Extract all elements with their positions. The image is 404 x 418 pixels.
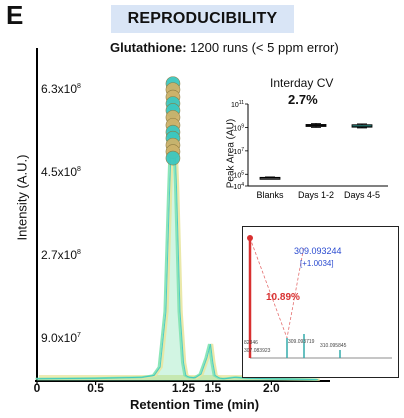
inset-cv-y-tick-exp: 9 [241, 123, 244, 129]
inset-cv-y-tick-exp: 7 [241, 147, 244, 153]
panel-subtitle: Glutathione: 1200 runs (< 5 ppm error) [110, 40, 339, 55]
x-tick-label: 0 [33, 381, 41, 395]
y-axis-label: Intensity (A.U.) [14, 154, 30, 241]
ms-ratio-label: 10.89% [266, 292, 300, 303]
x-tick-label: 2.0 [263, 381, 280, 395]
ms-main-peak-label: 309.093244 [294, 246, 342, 256]
y-tick-label: 4.5x108 [41, 164, 81, 179]
apex-marker [165, 150, 181, 166]
inset-cv-category-label: Days 1-2 [298, 190, 334, 200]
inset-cv-y-axis-label: Peak Area (AU) [225, 118, 237, 189]
ms-main-peak-shift: [+1.0034] [300, 259, 334, 268]
inset-cv-y-tick-label: 1011 [231, 100, 244, 109]
x-axis-label: Retention Time (min) [130, 397, 260, 412]
inset-cv-y-tick-label: 107 [233, 147, 244, 156]
x-tick-label: 0.5 [87, 381, 104, 395]
panel-letter: E [6, 0, 24, 30]
ms-frame [242, 226, 399, 378]
inset-cv-title: Interday CV [270, 76, 334, 90]
inset-cv-y-tick-label: 104 [233, 182, 244, 191]
y-tick-label: 2.7x108 [41, 248, 81, 263]
mass-spectrum-inset: 309.093244 [+1.0034] 10.89% 309.093719 310.0… [242, 226, 399, 378]
inset-cv-category-label: Blanks [256, 190, 284, 200]
ms-minor-label: 309.093719 [288, 339, 315, 345]
inset-cv-y-tick-label: 105 [233, 170, 244, 179]
inset-cv-y-tick-exp: 11 [239, 100, 244, 106]
subtitle-compound: Glutathione: [110, 40, 187, 55]
ms-left-label: 82346 [244, 340, 258, 346]
y-tick-label: 9.0x107 [41, 331, 81, 346]
trace-baseline-band [39, 375, 292, 380]
x-tick-label: 1.25 [171, 381, 196, 395]
ms-left-label: 307.083923 [244, 348, 271, 354]
inset-cv-value: 2.7% [288, 92, 318, 107]
inset-cv-background [213, 74, 393, 214]
panel-title-text: REPRODUCIBILITY [127, 10, 278, 27]
inset-cv-y-tick-exp: 4 [241, 182, 244, 188]
panel-title: REPRODUCIBILITY [111, 5, 294, 33]
inset-cv-category-label: Days 4-5 [344, 190, 380, 200]
subtitle-details: 1200 runs (< 5 ppm error) [190, 40, 339, 55]
inset-cv-y-tick-exp: 5 [241, 170, 244, 176]
y-tick-label: 6.3x108 [41, 81, 81, 96]
interday-cv-inset: 1011 109 107 105 104 Blanks Days 1-2 Days 4-5 [213, 74, 393, 214]
ms-minor-label: 310.095845 [320, 343, 347, 349]
trace-line-2 [36, 94, 319, 381]
x-tick-label: 1.5 [204, 381, 222, 395]
inset-cv-y-tick-label: 109 [233, 123, 244, 132]
